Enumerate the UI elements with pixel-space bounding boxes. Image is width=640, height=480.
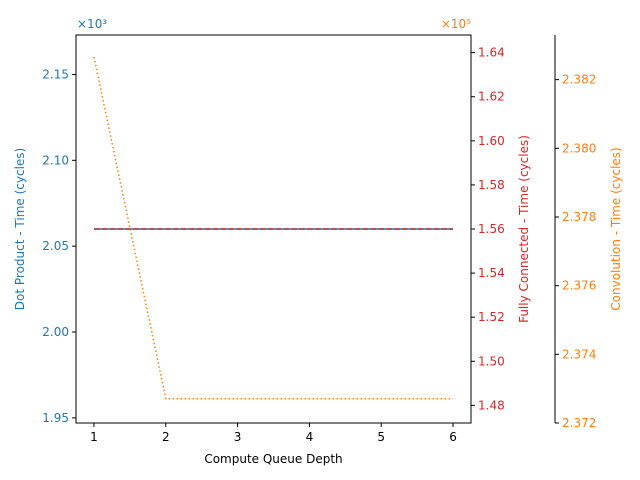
y-tick-label: 1.62 bbox=[478, 90, 505, 104]
x-tick-label: 6 bbox=[449, 430, 457, 444]
x-axis-label: Compute Queue Depth bbox=[204, 452, 342, 466]
y-tick-label: 1.95 bbox=[42, 411, 69, 425]
right-y-axis: 1.48 1.50 1.52 1.54 1.56 1.58 1.60 1.62 1.64 bbox=[471, 46, 505, 412]
y-tick-label: 1.52 bbox=[478, 310, 505, 324]
series-line bbox=[93, 56, 453, 400]
y-tick-label: 2.05 bbox=[42, 239, 69, 253]
left-y-axis-multiplier: ×10³ bbox=[77, 17, 107, 31]
y-tick-label: 1.48 bbox=[478, 398, 505, 412]
y-tick-label: 1.56 bbox=[478, 222, 505, 236]
y-tick-label: 2.00 bbox=[42, 325, 69, 339]
y-tick-label: 1.50 bbox=[478, 354, 505, 368]
x-tick-label: 2 bbox=[162, 430, 170, 444]
y-tick-label: 1.58 bbox=[478, 178, 505, 192]
y-tick-label: 2.376 bbox=[562, 279, 596, 293]
y-tick-label: 1.54 bbox=[478, 266, 505, 280]
y-tick-label: 2.15 bbox=[42, 67, 69, 81]
right-y-axis-multiplier: ×10⁵ bbox=[441, 17, 471, 31]
x-axis: 1 2 3 4 5 6 bbox=[90, 423, 457, 444]
y-tick-label: 1.60 bbox=[478, 134, 505, 148]
x-tick-label: 3 bbox=[234, 430, 242, 444]
y-tick-label: 2.380 bbox=[562, 141, 596, 155]
x-tick-label: 5 bbox=[377, 430, 385, 444]
x-tick-label: 4 bbox=[306, 430, 314, 444]
far-right-y-axis: 2.372 2.374 2.376 2.378 2.380 2.382 bbox=[554, 35, 596, 430]
right-y-axis-label: Fully Connected - Time (cycles) bbox=[517, 135, 531, 323]
left-y-axis-label: Dot Product - Time (cycles) bbox=[13, 148, 27, 310]
y-tick-label: 2.378 bbox=[562, 210, 596, 224]
y-tick-label: 2.372 bbox=[562, 416, 596, 430]
y-tick-label: 2.382 bbox=[562, 73, 596, 87]
far-right-y-axis-label: Convolution - Time (cycles) bbox=[609, 147, 623, 310]
y-tick-label: 1.64 bbox=[478, 46, 505, 60]
x-tick-label: 1 bbox=[90, 430, 98, 444]
left-y-axis: 1.95 2.00 2.05 2.10 2.15 bbox=[42, 67, 76, 425]
y-tick-label: 2.374 bbox=[562, 347, 596, 361]
plot-lines bbox=[93, 56, 453, 400]
y-tick-label: 2.10 bbox=[42, 153, 69, 167]
